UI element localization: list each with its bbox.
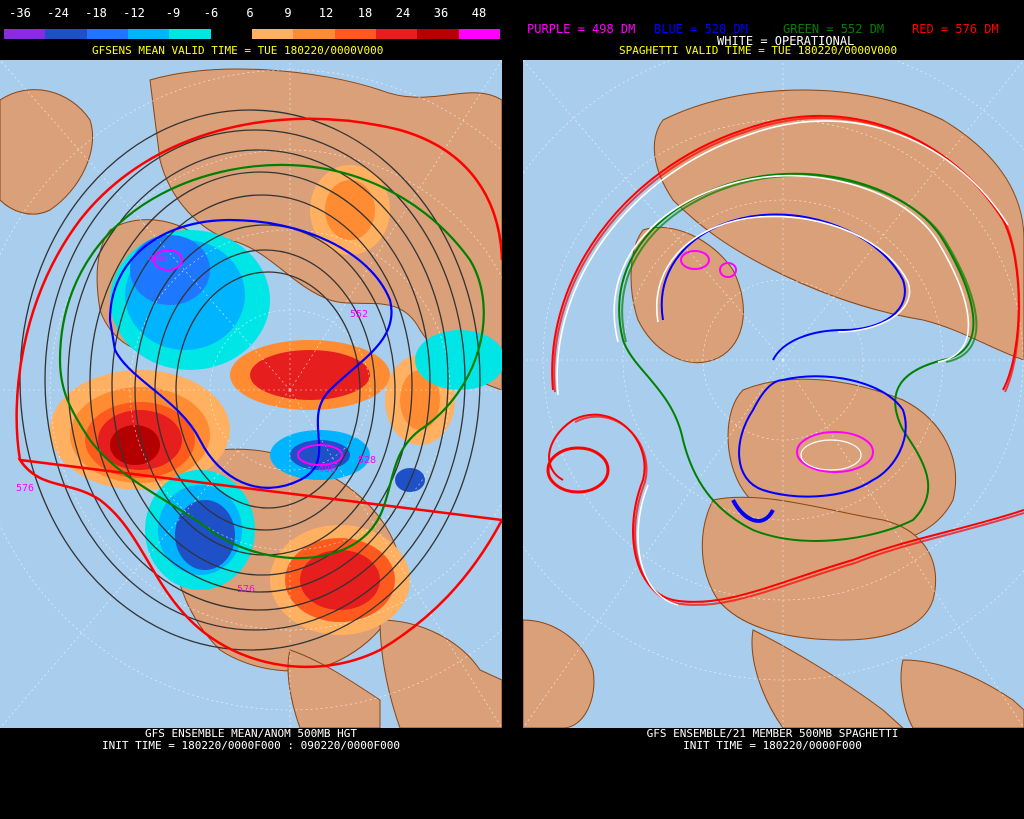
- land-russia-east: [630, 226, 744, 364]
- spaghetti-svg: [523, 60, 1024, 728]
- legend-white: WHITE = OPERATIONAL: [717, 34, 855, 48]
- legend-label: 36: [433, 6, 449, 20]
- contour-label: 576: [16, 483, 34, 494]
- operational-run: [556, 120, 1009, 606]
- contour-528: [108, 218, 393, 489]
- right-valid-time: SPAGHETTI VALID TIME = TUE 180220/0000V0…: [619, 44, 898, 57]
- legend-green: GREEN = 552 DM: [783, 22, 885, 36]
- ensemble-mean-map: 498 576 576 528 498 552: [0, 60, 502, 728]
- land-mexico: [751, 629, 904, 728]
- legend-label: -6: [203, 6, 219, 20]
- land-south-america: [379, 619, 502, 728]
- legend-label: -12: [123, 6, 145, 20]
- legend-blue: BLUE = 528 DM: [654, 22, 748, 36]
- legend-label: 6: [246, 6, 254, 20]
- legend-label: 12: [318, 6, 334, 20]
- legend-label: -24: [47, 6, 69, 20]
- legend-swatch: [334, 29, 376, 39]
- legend-swatch: [86, 29, 128, 39]
- contour-552: [58, 163, 485, 560]
- land-eurasia: [653, 89, 1024, 361]
- panel-divider: [502, 0, 521, 819]
- spaghetti-498-b: [796, 431, 874, 473]
- legend-label: 18: [357, 6, 373, 20]
- contour-498-b: [297, 444, 343, 466]
- spaghetti-map: [523, 60, 1024, 728]
- legend-label: -9: [165, 6, 181, 20]
- legend-swatch: [251, 29, 294, 39]
- left-valid-time: GFSENS MEAN VALID TIME = TUE 180220/0000…: [92, 44, 384, 57]
- left-panel: -36 -24 -18 -12 -9 -6 6 9 12 18 24 36 48…: [0, 0, 502, 819]
- legend-swatch: [45, 29, 87, 39]
- legend-label: 24: [395, 6, 411, 20]
- left-footer-line1: GFS ENSEMBLE MEAN/ANOM 500MB HGT: [145, 727, 357, 740]
- land-africa: [0, 89, 94, 215]
- legend-label: -36: [9, 6, 31, 20]
- legend-swatch: [169, 29, 211, 39]
- legend-swatch: [210, 29, 252, 39]
- contour-498-a: [153, 249, 183, 271]
- legend-label: 9: [284, 6, 292, 20]
- contour-label: 552: [350, 309, 368, 320]
- legend-purple: PURPLE = 498 DM: [527, 22, 636, 36]
- land-africa: [523, 619, 595, 728]
- land-central-america: [287, 649, 381, 728]
- legend-swatch: [293, 29, 335, 39]
- legend-red: RED = 576 DM: [912, 22, 999, 36]
- right-panel: PURPLE = 498 DM BLUE = 528 DM GREEN = 55…: [521, 0, 1024, 819]
- contour-label: 498: [318, 464, 336, 475]
- spaghetti-576-loop: [546, 446, 610, 494]
- legend-label: -18: [85, 6, 107, 20]
- contour-label: 498: [148, 254, 166, 265]
- legend-swatch: [458, 29, 500, 39]
- legend-swatch: [4, 29, 46, 39]
- ensemble-mean-svg: 498 576 576 528 498 552: [0, 60, 502, 728]
- legend-color-bar: [4, 29, 500, 39]
- left-footer-line2: INIT TIME = 180220/0000F000 : 090220/000…: [101, 739, 400, 752]
- contour-label: 528: [358, 455, 376, 466]
- right-footer-line1: GFS ENSEMBLE/21 MEMBER 500MB SPAGHETTI: [646, 727, 899, 740]
- legend-swatch: [417, 29, 459, 39]
- legend-label: 48: [471, 6, 487, 20]
- right-footer-line2: INIT TIME = 180220/0000F000: [683, 739, 862, 752]
- land-south-america: [900, 659, 1024, 728]
- legend-swatch: [375, 29, 418, 39]
- spaghetti-498-a: [680, 250, 710, 270]
- spaghetti-528: [660, 213, 907, 498]
- anomaly-legend: -36 -24 -18 -12 -9 -6 6 9 12 18 24 36 48: [4, 6, 500, 39]
- contour-label: 576: [237, 584, 255, 595]
- legend-swatch: [127, 29, 170, 39]
- contour-576: [15, 117, 502, 669]
